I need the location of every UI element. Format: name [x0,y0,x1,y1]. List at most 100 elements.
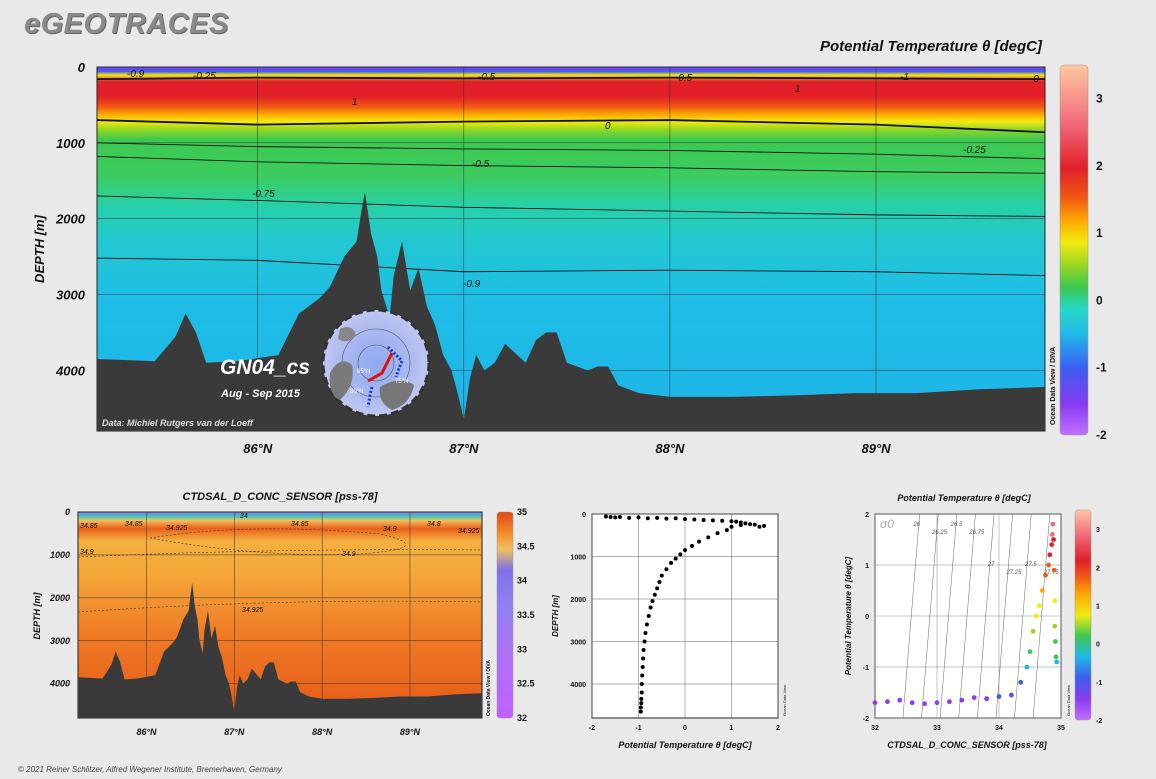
profile-point [752,522,757,527]
inset-lat-80: 80°N [350,389,363,395]
profile-point [638,709,643,714]
profile-point [683,548,687,553]
main-x-tick: 87°N [449,441,479,456]
profile-point [638,705,643,710]
inset-lat-85: 85°N [357,369,370,375]
profile-point [640,673,645,678]
contour-line-0 [96,119,1046,134]
profile-point [729,519,734,524]
ts-colorbar-tick: 3 [1096,527,1100,534]
sal-contour-label: 34.925 [458,528,480,535]
ts-point [1036,603,1042,609]
ts-point [1053,654,1059,660]
sal-contour-label: 34 [240,513,248,520]
ts-point [872,700,878,706]
isopycnal-label: 27.5 [1024,562,1037,568]
contour-line--0.5 [96,156,1046,174]
sal-y-tick: 1000 [50,550,70,560]
contour-line--0.9 [96,257,1046,276]
profile-point [645,516,650,521]
profile-point [641,656,646,661]
profile-point [636,515,641,520]
main-colorbar-tick: 0 [1096,293,1103,307]
salinity-y-axis-label: DEPTH [m] [32,591,42,639]
contour-label: -0.25 [193,71,216,82]
copyright-footer: © 2021 Reiner Schlitzer, Alfred Wegener … [18,765,282,774]
profile-y-tick: 0 [582,512,586,519]
profile-point [701,517,706,522]
profile-x-tick: -1 [635,725,641,732]
ts-point [909,700,915,706]
sal-x-tick: 88°N [312,727,333,737]
salinity-bathymetry [78,582,482,718]
profile-point [650,599,655,604]
profile-point [640,665,645,669]
profile-point [617,514,622,519]
ts-point [1051,567,1057,573]
profile-point [710,518,715,523]
main-y-tick: 2000 [55,212,86,227]
ts-point [922,701,927,707]
contour-label: -0.5 [675,73,693,84]
isopycnal-line [977,513,995,719]
ts-point [984,696,989,702]
sal-x-tick: 86°N [136,727,157,737]
ts-x-tick: 34 [995,725,1003,732]
theta-profile-chart: 0 1000 2000 3000 4000 -2 -1 0 1 2 Potential Tempe… [551,512,787,750]
profile-point [608,514,613,519]
contour-label: -1 [900,72,909,83]
ts-odv-label: Ocean Data View [1066,685,1071,716]
main-colorbar-tick: 3 [1096,92,1103,106]
profile-y-tick: 1000 [570,555,586,562]
contour-label: -0.9 [463,279,481,290]
ts-point [1051,537,1056,542]
sal-colorbar-tick: 34 [517,576,527,586]
ts-y-tick: 1 [865,563,869,570]
profile-point [642,639,647,644]
profile-point [627,515,632,520]
profile-x-tick: 1 [730,725,734,732]
profile-point [696,539,701,544]
ts-point [971,695,977,700]
ts-y-tick: 0 [865,614,869,621]
main-y-tick: 1000 [56,136,86,151]
profile-point [738,523,743,528]
isopycnal-line [921,513,939,719]
isopycnal-label: 27.25 [1005,570,1022,576]
ts-y-axis-label: Potential Temperature θ [degC] [844,556,853,675]
main-x-tick: 86°N [243,441,273,456]
ts-colorbar [1074,509,1092,721]
profile-point [673,516,678,521]
profile-point [659,573,664,578]
ts-point [885,699,890,705]
sal-y-tick: 4000 [49,679,70,689]
salinity-title: CTDSAL_D_CONC_SENSOR [pss-78] [183,491,378,503]
main-colorbar-tick: -1 [1096,361,1107,375]
profile-point [646,614,651,618]
salinity-odv-label: Ocean Data View / DIVA [486,660,492,716]
profile-point [639,696,644,701]
ts-x-tick: 33 [933,725,941,732]
ts-point [1049,542,1055,547]
ts-point [1043,572,1048,578]
profile-point [692,517,697,522]
ts-point [1047,552,1053,558]
main-colorbar-tick: -2 [1096,428,1107,442]
contour-label: 1 [795,84,801,95]
ts-point [897,697,903,703]
ts-point [1052,598,1058,604]
main-x-tick: 88°N [655,441,685,456]
ts-colorbar-tick: 2 [1096,565,1100,572]
profile-point [664,516,669,521]
profile-point [603,514,608,519]
main-colorbar-tick: 2 [1096,159,1103,173]
contour-label: -0 [1030,74,1039,85]
sal-x-tick: 87°N [224,727,245,737]
isopycnal-label: 26.5 [950,522,963,528]
sal-colorbar-tick: 35 [517,507,527,517]
data-credit: Data: Michiel Rutgers van der Loeff [102,418,254,428]
ts-y-tick: -1 [863,665,869,672]
sal-contour-label: 34.925 [242,607,264,614]
profile-point [734,519,739,524]
main-y-tick: 4000 [55,363,86,378]
